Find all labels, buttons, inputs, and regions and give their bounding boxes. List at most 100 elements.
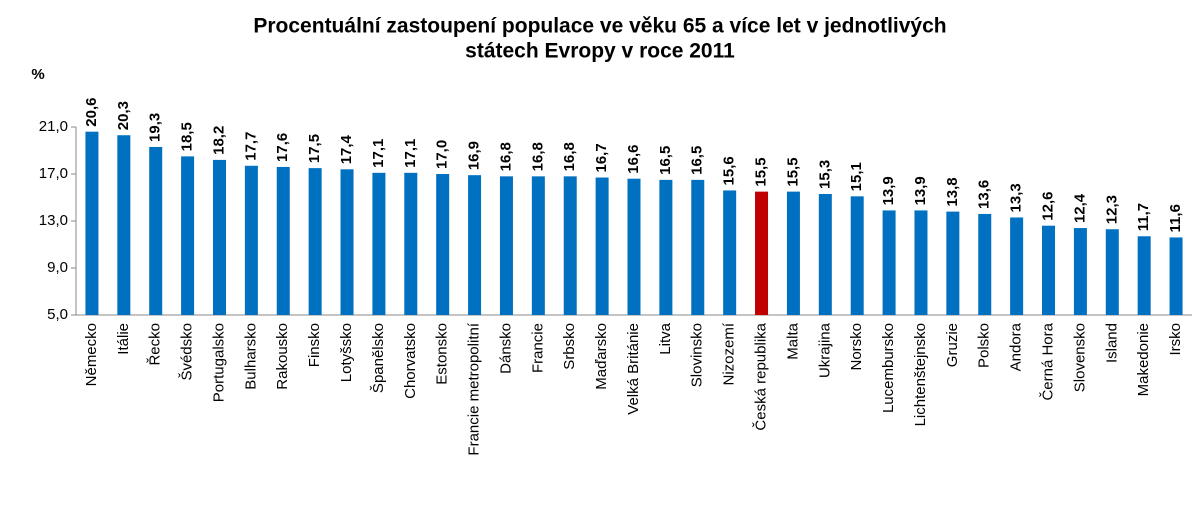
- x-tick-label: Velká Británie: [625, 323, 642, 415]
- value-label: 15,1: [848, 162, 865, 191]
- bar: [468, 175, 482, 315]
- value-label: 17,7: [242, 132, 259, 161]
- bar: [595, 177, 609, 315]
- bar: [723, 190, 737, 315]
- value-label: 17,5: [306, 134, 323, 163]
- value-label: 16,8: [529, 142, 546, 171]
- x-tick-label: Francie metropolitní: [466, 322, 483, 455]
- value-label: 13,9: [880, 176, 897, 205]
- x-tick-label: Portugalsko: [210, 323, 227, 402]
- value-label: 18,2: [210, 126, 227, 155]
- bar: [1010, 217, 1024, 315]
- value-label: 16,5: [657, 146, 674, 175]
- value-label: 16,8: [497, 142, 514, 171]
- value-label: 17,1: [402, 139, 419, 168]
- bar: [1105, 229, 1119, 315]
- bar: [1073, 228, 1087, 315]
- value-label: 19,3: [147, 113, 164, 142]
- x-tick-label: Malta: [784, 322, 801, 359]
- value-label: 12,3: [1103, 195, 1120, 224]
- bar: [1137, 236, 1151, 315]
- x-tick-label: Lucembursko: [880, 323, 897, 413]
- bar: [882, 210, 896, 315]
- bar: [340, 169, 354, 315]
- x-tick-label: Lichtenštejnsko: [912, 323, 929, 426]
- value-label: 11,6: [1167, 204, 1184, 232]
- bar: [244, 165, 258, 315]
- x-tick-label: Česká republika: [753, 322, 770, 430]
- x-tick-label: Dánsko: [497, 323, 514, 374]
- x-tick-label: Litva: [657, 322, 674, 354]
- x-tick-label: Gruzie: [944, 323, 961, 367]
- x-tick-label: Andora: [1008, 322, 1025, 371]
- bar: [1169, 237, 1183, 315]
- bar: [404, 172, 418, 315]
- x-tick-label: Island: [1103, 323, 1120, 363]
- x-tick-label: Německo: [83, 323, 100, 386]
- y-axis-label: %: [31, 66, 44, 83]
- bar: [755, 191, 769, 315]
- x-tick-label: Černá Hora: [1039, 322, 1056, 400]
- value-label: 15,5: [784, 157, 801, 186]
- x-tick-label: Švédsko: [179, 323, 196, 381]
- x-tick-label: Řecko: [147, 323, 164, 366]
- bar: [436, 174, 450, 315]
- chart-title: Procentuální zastoupení populace ve věku…: [253, 15, 946, 38]
- bar: [627, 178, 641, 315]
- x-tick-label: Itálie: [115, 323, 132, 355]
- x-tick-label: Finsko: [306, 323, 323, 367]
- value-label: 15,3: [816, 160, 833, 189]
- bar: [914, 210, 928, 315]
- value-label: 12,6: [1039, 191, 1056, 220]
- value-label: 17,0: [434, 140, 451, 169]
- value-label: 13,9: [912, 176, 929, 205]
- x-tick-label: Makedonie: [1135, 323, 1152, 396]
- value-label: 11,7: [1135, 203, 1152, 231]
- bar: [563, 176, 577, 315]
- bar: [818, 193, 832, 315]
- x-tick-label: Ukrajina: [816, 322, 833, 378]
- bar: [499, 176, 513, 315]
- bar: [659, 179, 673, 315]
- value-label: 13,6: [976, 180, 993, 209]
- value-label: 17,6: [274, 133, 291, 162]
- value-label: 17,1: [370, 139, 387, 168]
- bar: [212, 159, 226, 315]
- x-tick-label: Maďarsko: [593, 323, 610, 390]
- x-tick-label: Španělsko: [370, 323, 387, 393]
- x-tick-label: Lotyšsko: [338, 323, 355, 382]
- x-tick-label: Polsko: [976, 323, 993, 368]
- bar: [181, 156, 195, 315]
- value-label: 16,8: [561, 142, 578, 171]
- bar: [946, 211, 960, 315]
- x-tick-label: Chorvatsko: [402, 323, 419, 399]
- x-tick-label: Estonsko: [434, 323, 451, 385]
- value-label: 20,6: [83, 97, 100, 126]
- bar: [308, 168, 322, 315]
- value-label: 16,9: [466, 141, 483, 170]
- bar: [691, 179, 705, 315]
- value-label: 13,8: [944, 177, 961, 206]
- value-label: 16,7: [593, 143, 610, 172]
- x-tick-label: Francie: [529, 323, 546, 373]
- value-label: 17,4: [338, 134, 355, 164]
- y-tick-label: 5,0: [47, 306, 68, 323]
- value-label: 12,4: [1071, 193, 1088, 223]
- bar: [85, 131, 99, 315]
- value-label: 16,6: [625, 144, 642, 173]
- bar: [372, 172, 386, 315]
- y-tick-label: 21,0: [39, 118, 68, 135]
- x-tick-label: Irsko: [1167, 323, 1184, 356]
- bar: [531, 176, 545, 315]
- bar: [850, 196, 864, 315]
- bar: [978, 213, 992, 315]
- value-label: 13,3: [1008, 183, 1025, 212]
- bar: [117, 135, 131, 315]
- x-tick-label: Slovensko: [1071, 323, 1088, 392]
- bar: [786, 191, 800, 315]
- bar: [276, 166, 290, 315]
- y-tick-label: 17,0: [39, 165, 68, 182]
- x-tick-label: Bulharsko: [242, 323, 259, 390]
- bar: [149, 146, 163, 315]
